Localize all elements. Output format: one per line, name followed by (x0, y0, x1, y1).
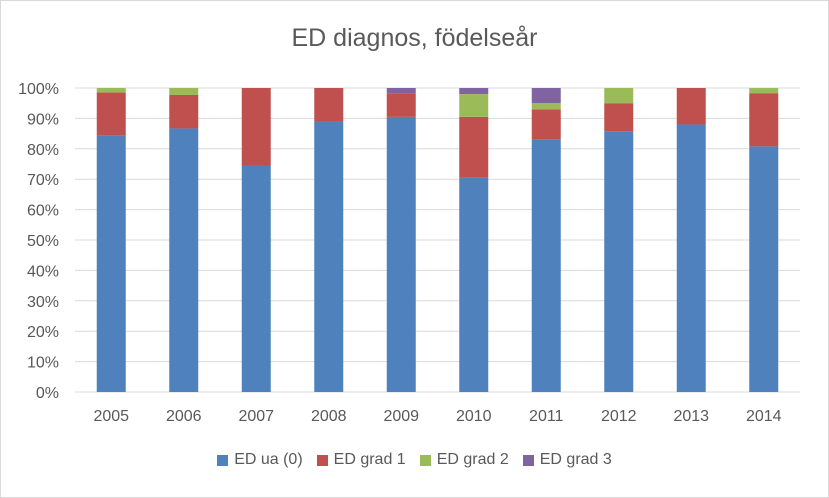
x-axis-ticks: 2005 2006 2007 2008 2009 2010 2011 2012 2013 2014 (93, 408, 781, 425)
bar-segment (676, 88, 706, 125)
x-tick-label: 2011 (529, 408, 564, 425)
y-tick-label: 90% (27, 111, 59, 128)
y-tick-label: 10% (27, 355, 59, 372)
bar-segment (96, 135, 126, 392)
bar-segment (386, 116, 416, 392)
x-tick-label: 2013 (673, 408, 709, 425)
bar-segment (531, 139, 561, 392)
y-axis-ticks: 0% 10% 20% 30% 40% 50% 60% 70% 80% 90% 100% (18, 81, 59, 402)
bar-segment (531, 88, 561, 104)
y-tick-label: 100% (18, 81, 59, 98)
bar-segment (459, 94, 489, 117)
bar-segment (96, 92, 126, 136)
x-tick-label: 2008 (311, 408, 347, 425)
legend-entry: ED grad 2 (419, 451, 509, 469)
y-tick-label: 40% (27, 263, 59, 280)
legend-label: ED ua (0) (234, 451, 303, 468)
legend-label: ED grad 2 (436, 451, 509, 468)
bar-segment (386, 93, 416, 117)
bar-segment (241, 165, 271, 392)
y-tick-label: 30% (27, 294, 59, 311)
bar-segment (169, 88, 199, 95)
bar-segment (604, 88, 634, 104)
x-tick-label: 2014 (746, 408, 782, 425)
x-tick-label: 2005 (93, 408, 129, 425)
legend-entry: ED grad 3 (522, 451, 612, 469)
bar-segment (604, 131, 634, 392)
chart-title: ED diagnos, födelseår (291, 24, 538, 52)
legend-label: ED grad 1 (333, 451, 406, 468)
x-tick-label: 2007 (238, 408, 274, 425)
bar-segment (96, 88, 126, 93)
bar-segment (459, 177, 489, 392)
bar-segment (604, 103, 634, 132)
bar-segment (749, 88, 779, 94)
legend-label: ED grad 3 (539, 451, 612, 468)
bar-segment (241, 88, 271, 166)
bar-segment (459, 116, 489, 178)
x-tick-label: 2009 (383, 408, 419, 425)
bar-segment (531, 109, 561, 140)
bar-segment (749, 93, 779, 147)
legend-entry: ED ua (0) (217, 451, 303, 469)
x-tick-label: 2012 (601, 408, 637, 425)
bar-segment (314, 121, 344, 392)
legend: ED ua (0) ED grad 1 ED grad 2 ED grad 3 (0, 451, 829, 469)
bar-segment (169, 94, 199, 129)
bar-segment (676, 124, 706, 392)
legend-swatch (522, 454, 534, 466)
bar-segment (749, 146, 779, 392)
bar-segment (386, 88, 416, 94)
x-tick-label: 2006 (166, 408, 202, 425)
bar-segment (459, 88, 489, 95)
bar-segment (314, 88, 344, 122)
bars (96, 88, 779, 392)
x-tick-label: 2010 (456, 408, 492, 425)
y-tick-label: 70% (27, 172, 59, 189)
legend-swatch (419, 454, 431, 466)
y-tick-label: 20% (27, 324, 59, 341)
legend-entry: ED grad 1 (316, 451, 406, 469)
y-tick-label: 60% (27, 203, 59, 220)
y-tick-label: 50% (27, 233, 59, 250)
bar-segment (531, 103, 561, 110)
legend-swatch (316, 454, 328, 466)
legend-swatch (217, 454, 229, 466)
y-tick-label: 0% (36, 385, 59, 402)
y-tick-label: 80% (27, 142, 59, 159)
bar-segment (169, 128, 199, 392)
